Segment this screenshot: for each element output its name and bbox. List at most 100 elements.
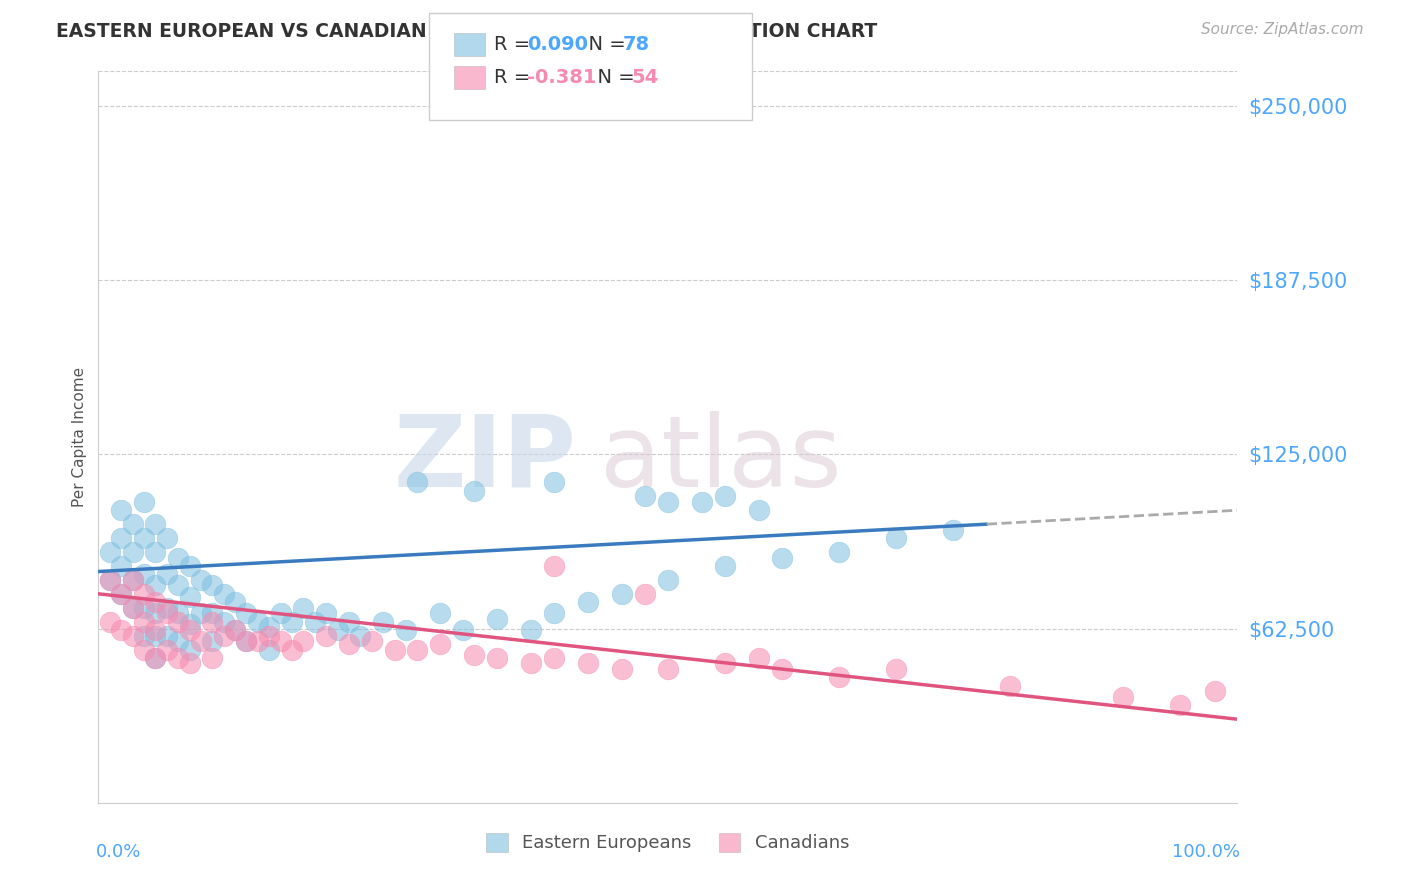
Point <box>259 642 281 657</box>
Point <box>190 607 212 621</box>
Point <box>246 634 269 648</box>
Point <box>179 657 201 671</box>
Point <box>714 489 737 503</box>
Text: EASTERN EUROPEAN VS CANADIAN PER CAPITA INCOME CORRELATION CHART: EASTERN EUROPEAN VS CANADIAN PER CAPITA … <box>56 22 877 41</box>
Point <box>246 615 269 629</box>
Point <box>543 558 565 573</box>
Point <box>156 567 179 582</box>
Point <box>212 615 235 629</box>
Point <box>326 623 349 637</box>
Point <box>121 573 143 587</box>
Point <box>520 657 543 671</box>
Point <box>132 615 155 629</box>
Text: 0.090: 0.090 <box>527 35 588 54</box>
Point <box>1170 698 1192 713</box>
Point <box>543 475 565 490</box>
Point <box>190 573 212 587</box>
Point <box>201 634 224 648</box>
Point <box>190 634 212 648</box>
Point <box>110 587 132 601</box>
Point <box>167 578 190 592</box>
Point <box>714 558 737 573</box>
Point <box>145 651 167 665</box>
Point <box>770 662 793 676</box>
Point <box>657 662 679 676</box>
Point <box>520 623 543 637</box>
Point <box>98 573 121 587</box>
Point <box>201 615 224 629</box>
Point <box>315 629 337 643</box>
Point <box>828 670 851 684</box>
Text: N =: N = <box>576 35 633 54</box>
Point <box>110 503 132 517</box>
Point <box>145 651 167 665</box>
Text: atlas: atlas <box>599 410 841 508</box>
Point <box>156 642 179 657</box>
Text: -0.381: -0.381 <box>527 68 596 87</box>
Point <box>406 475 429 490</box>
Text: 100.0%: 100.0% <box>1171 843 1240 861</box>
Point <box>212 587 235 601</box>
Point <box>179 617 201 632</box>
Point <box>576 657 599 671</box>
Text: R =: R = <box>494 68 536 87</box>
Point <box>259 629 281 643</box>
Text: Source: ZipAtlas.com: Source: ZipAtlas.com <box>1201 22 1364 37</box>
Point <box>145 607 167 621</box>
Point <box>828 545 851 559</box>
Point <box>634 587 657 601</box>
Point <box>132 629 155 643</box>
Point <box>235 607 257 621</box>
Point <box>429 637 451 651</box>
Text: R =: R = <box>494 35 536 54</box>
Point <box>690 495 713 509</box>
Point <box>201 578 224 592</box>
Point <box>110 531 132 545</box>
Legend: Eastern Europeans, Canadians: Eastern Europeans, Canadians <box>479 826 856 860</box>
Point <box>942 523 965 537</box>
Point <box>110 623 132 637</box>
Point <box>337 637 360 651</box>
Point <box>612 587 634 601</box>
Point <box>337 615 360 629</box>
Point <box>145 595 167 609</box>
Point <box>884 531 907 545</box>
Point <box>224 595 246 609</box>
Point <box>132 587 155 601</box>
Point <box>395 623 418 637</box>
Point <box>145 629 167 643</box>
Text: ZIP: ZIP <box>394 410 576 508</box>
Point <box>657 573 679 587</box>
Point <box>98 545 121 559</box>
Point <box>463 483 485 498</box>
Point <box>201 651 224 665</box>
Point <box>384 642 406 657</box>
Point <box>156 629 179 643</box>
Point <box>132 495 155 509</box>
Point <box>179 642 201 657</box>
Point <box>145 545 167 559</box>
Point <box>543 651 565 665</box>
Point <box>98 615 121 629</box>
Point <box>259 620 281 634</box>
Point <box>167 634 190 648</box>
Point <box>371 615 394 629</box>
Point <box>235 634 257 648</box>
Point <box>429 607 451 621</box>
Point <box>463 648 485 662</box>
Point <box>121 629 143 643</box>
Point <box>1112 690 1135 704</box>
Point <box>145 517 167 532</box>
Point <box>748 503 770 517</box>
Point <box>156 531 179 545</box>
Point <box>212 629 235 643</box>
Point <box>110 558 132 573</box>
Point <box>612 662 634 676</box>
Text: N =: N = <box>585 68 641 87</box>
Point <box>156 607 179 621</box>
Point <box>714 657 737 671</box>
Point <box>304 615 326 629</box>
Point <box>132 600 155 615</box>
Point <box>998 679 1021 693</box>
Point <box>145 578 167 592</box>
